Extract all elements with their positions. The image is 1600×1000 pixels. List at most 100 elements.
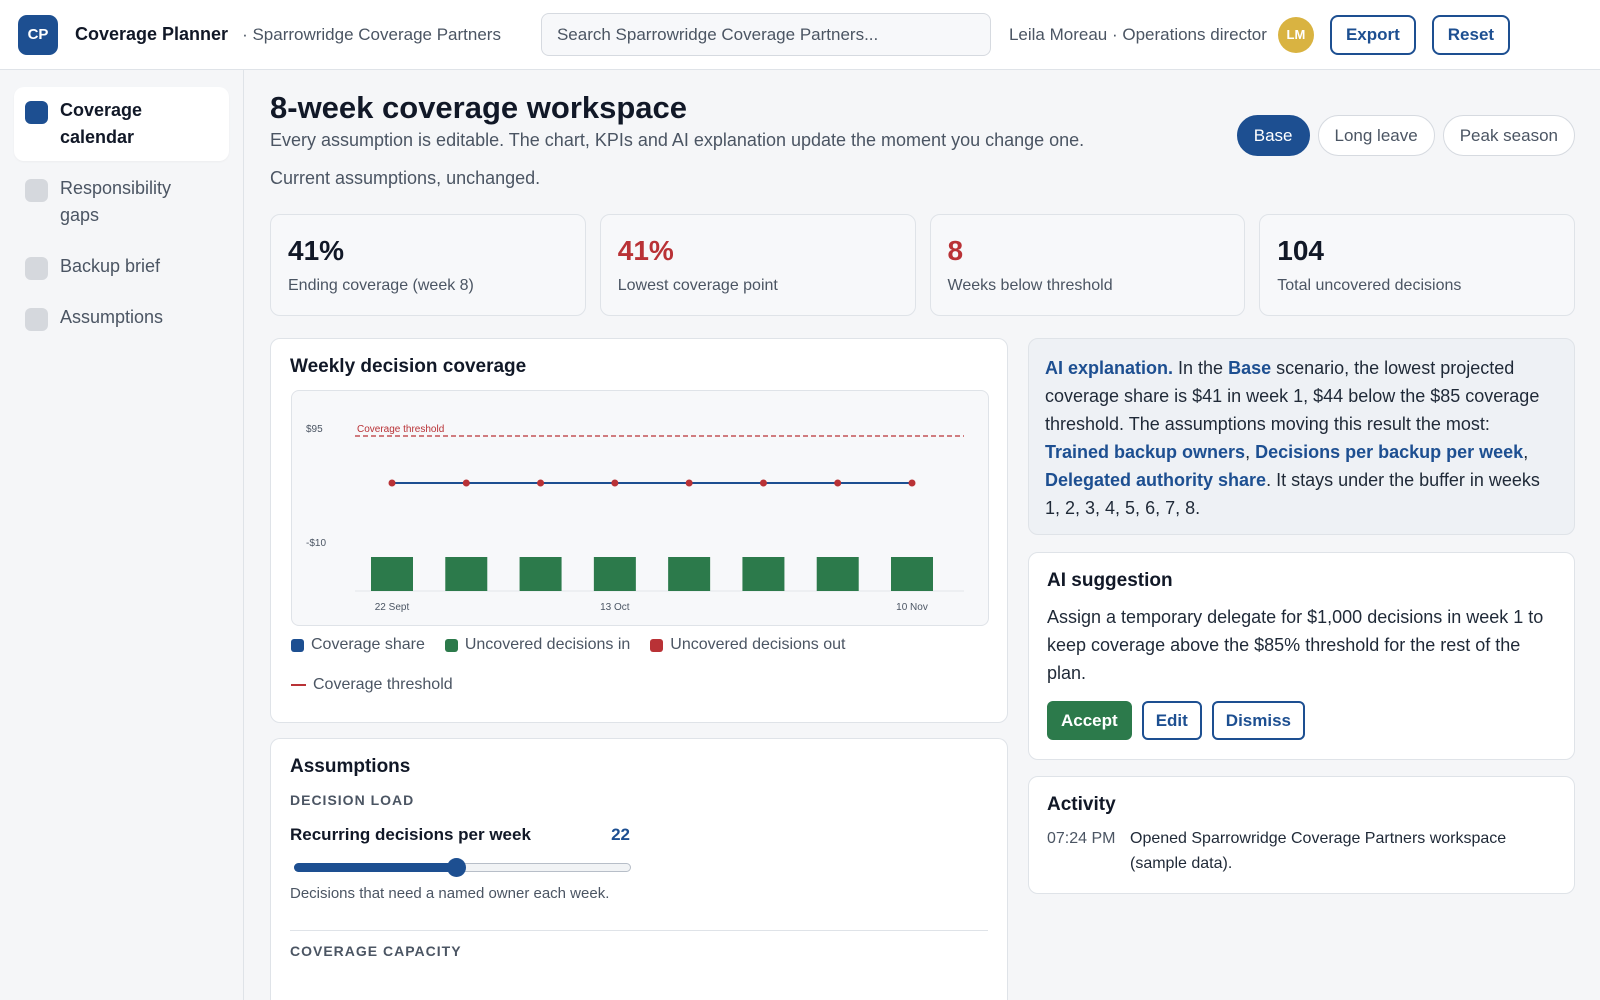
coverage-point [388, 479, 396, 487]
kpi-value: 41% [617, 235, 674, 266]
bar-uncovered-in [593, 557, 636, 591]
ai-scenario: Base [1228, 358, 1272, 378]
section-coverage-capacity: COVERAGE CAPACITY [290, 943, 462, 959]
bar-uncovered-in [371, 557, 413, 591]
divider [290, 930, 988, 931]
sidebar-item-assumptions[interactable]: Assumptions [14, 294, 229, 341]
x-tick-label: 13 Oct [600, 602, 630, 613]
legend-uncovered-out: Uncovered decisions out [650, 636, 845, 654]
field-row: Recurring decisions per week 22 [290, 825, 630, 845]
coverage-point [537, 479, 545, 487]
ai-suggestion-card: AI suggestion Assign a temporary delegat… [1028, 552, 1575, 760]
sidebar-item-label: Assumptions [60, 307, 164, 327]
kpi-uncovered-total: 104 Total uncovered decisions [1259, 214, 1575, 316]
ai-explanation-card: AI explanation. In the Base scenario, th… [1028, 338, 1575, 535]
scenario-peak-season[interactable]: Peak season [1442, 115, 1575, 156]
nav-square-icon [25, 308, 48, 331]
app-logo: CP [18, 14, 58, 55]
nav-square-icon [25, 179, 48, 202]
sidebar-item-responsibility-gaps[interactable]: Responsibility gaps [14, 165, 229, 239]
legend-label: Coverage share [311, 636, 425, 653]
activity-text: Opened Sparrowridge Coverage Partners wo… [1130, 830, 1507, 872]
search-input[interactable] [540, 13, 991, 56]
status-text: Current assumptions, unchanged. [270, 168, 541, 188]
scenario-base[interactable]: Base [1236, 115, 1310, 156]
bar-uncovered-in [668, 557, 711, 591]
recurring-decisions-slider[interactable] [294, 858, 631, 877]
ai-factor-link[interactable]: Delegated authority share [1045, 470, 1267, 490]
ai-text: , [1523, 442, 1529, 462]
bar-uncovered-in [519, 557, 562, 591]
bar-uncovered-in [891, 557, 933, 591]
accept-button[interactable]: Accept [1047, 701, 1132, 740]
kpi-label: Weeks below threshold [947, 277, 1113, 294]
sidebar-item-label: Coverage calendar [60, 100, 143, 147]
export-button[interactable]: Export [1329, 14, 1416, 55]
reset-button[interactable]: Reset [1431, 14, 1511, 55]
coverage-point [685, 479, 693, 487]
ai-heading: AI explanation. [1045, 358, 1174, 378]
ai-factor-link[interactable]: Decisions per backup per week [1255, 442, 1524, 462]
suggestion-title: AI suggestion [1047, 570, 1173, 591]
activity-time: 07:24 PM [1047, 830, 1116, 847]
kpi-ending-coverage: 41% Ending coverage (week 8) [270, 214, 586, 316]
ai-factor-link[interactable]: Trained backup owners [1045, 442, 1246, 462]
scenario-switcher: Base Long leave Peak season [1236, 115, 1575, 156]
bar-uncovered-in [445, 557, 488, 591]
chart-legend: Coverage share Uncovered decisions in Un… [291, 636, 991, 694]
kpi-label: Ending coverage (week 8) [288, 277, 474, 294]
kpi-value: 104 [1277, 235, 1324, 266]
coverage-point [759, 479, 767, 487]
legend-label: Uncovered decisions out [670, 636, 846, 653]
org-name: · Sparrowridge Coverage Partners [242, 24, 501, 44]
coverage-chart: $95 -$10 Coverage threshold 22 Sept 13 Oct 10… [306, 424, 964, 613]
field-help: Decisions that need a named owner each w… [290, 885, 610, 902]
legend-coverage-share: Coverage share [291, 636, 425, 654]
ai-text: . It stays under the buffer in weeks 1, … [1045, 470, 1540, 518]
y-tick-label: -$10 [306, 538, 326, 549]
ai-text: , [1245, 442, 1256, 462]
x-tick-label: 10 Nov [896, 602, 928, 613]
suggestion-text: Assign a temporary delegate for $1,000 d… [1047, 607, 1544, 683]
kpi-value: 41% [288, 235, 345, 266]
nav-square-icon [25, 257, 48, 280]
kpi-label: Lowest coverage point [617, 277, 778, 294]
bar-uncovered-in [742, 557, 785, 591]
suggestion-actions: Accept Edit Dismiss [1047, 701, 1556, 740]
legend-threshold: Coverage threshold [291, 676, 453, 694]
sidebar-item-backup-brief[interactable]: Backup brief [14, 243, 229, 290]
bar-uncovered-in [816, 557, 859, 591]
chart-title: Weekly decision coverage [290, 356, 527, 377]
legend-uncovered-in: Uncovered decisions in [444, 636, 631, 654]
field-label: Recurring decisions per week [290, 825, 531, 844]
page-subtitle: Every assumption is editable. The chart,… [270, 130, 1085, 150]
section-decision-load: DECISION LOAD [290, 792, 415, 808]
activity-title: Activity [1047, 794, 1116, 815]
app-title: Coverage Planner [75, 24, 229, 44]
legend-line-swatch [291, 684, 306, 686]
x-tick-label: 22 Sept [375, 602, 410, 613]
slider-fill [294, 863, 456, 872]
coverage-point [834, 479, 842, 487]
avatar[interactable]: LM [1277, 16, 1314, 53]
field-value: 22 [611, 825, 630, 844]
legend-swatch [650, 638, 664, 652]
assumptions-card: Assumptions DECISION LOAD Recurring deci… [270, 738, 1008, 1000]
user-name: Leila Moreau · Operations director [1008, 24, 1267, 44]
sidebar-item-coverage-calendar[interactable]: Coverage calendar [14, 87, 229, 161]
sidebar: Coverage calendar Responsibility gaps Ba… [0, 70, 244, 1000]
page-title: 8-week coverage workspace [270, 90, 688, 125]
slider-thumb[interactable] [446, 858, 466, 877]
activity-item: 07:24 PM Opened Sparrowridge Coverage Pa… [1047, 826, 1556, 876]
threshold-label: Coverage threshold [357, 424, 444, 435]
edit-button[interactable]: Edit [1141, 701, 1202, 740]
assumptions-title: Assumptions [290, 756, 411, 777]
legend-label: Uncovered decisions in [464, 636, 631, 653]
legend-swatch [291, 638, 304, 652]
dismiss-button[interactable]: Dismiss [1211, 701, 1305, 740]
kpi-row: 41% Ending coverage (week 8) 41% Lowest … [270, 214, 1575, 316]
legend-label: Coverage threshold [313, 676, 453, 693]
top-bar: CP Coverage Planner · Sparrowridge Cover… [0, 0, 1600, 70]
ai-text: In the [1173, 358, 1229, 378]
scenario-long-leave[interactable]: Long leave [1317, 115, 1435, 156]
